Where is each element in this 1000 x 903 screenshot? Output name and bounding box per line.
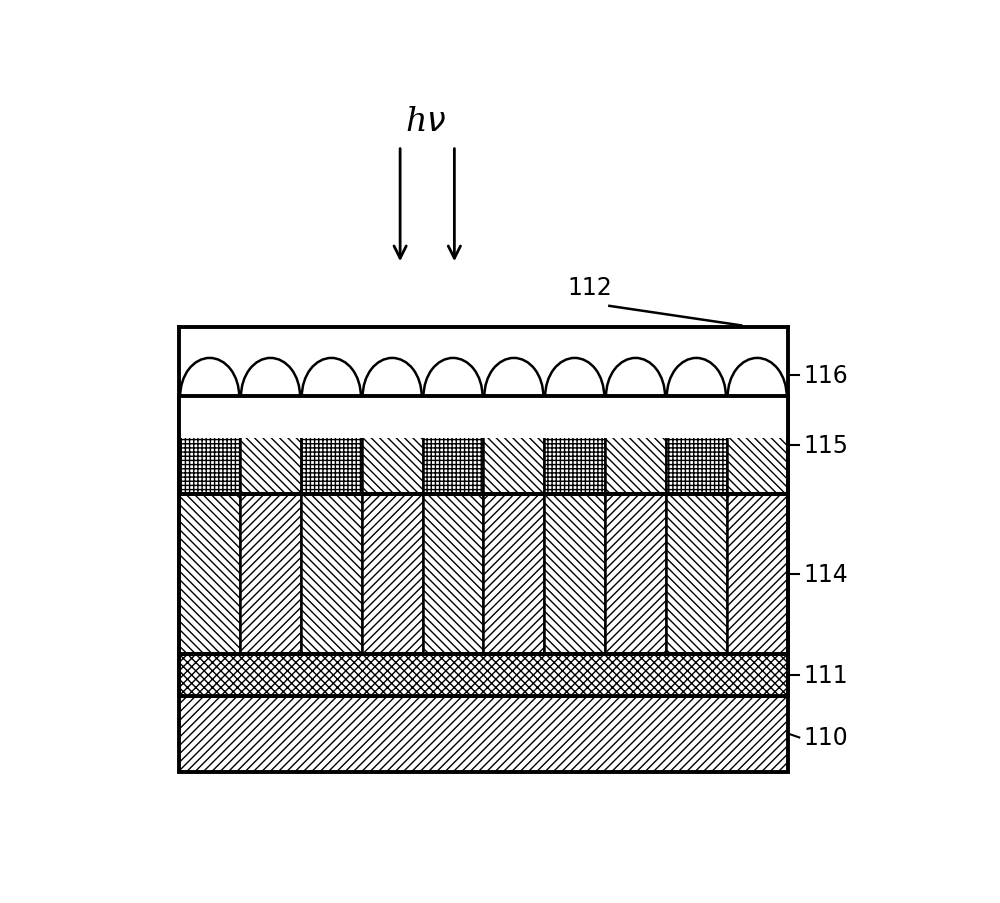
Bar bbox=[605, 494, 666, 654]
Bar bbox=[301, 397, 362, 439]
Ellipse shape bbox=[424, 358, 483, 435]
Ellipse shape bbox=[667, 358, 726, 435]
Ellipse shape bbox=[241, 358, 300, 435]
Ellipse shape bbox=[728, 358, 787, 435]
Bar bbox=[605, 397, 666, 439]
Text: 115: 115 bbox=[803, 433, 848, 458]
Bar bbox=[179, 397, 240, 439]
Bar bbox=[483, 494, 544, 654]
Bar bbox=[301, 494, 362, 654]
Bar bbox=[179, 397, 240, 494]
Bar bbox=[179, 397, 788, 494]
Bar bbox=[179, 696, 788, 772]
Bar bbox=[240, 397, 301, 494]
Ellipse shape bbox=[180, 358, 239, 435]
Bar bbox=[483, 397, 544, 439]
Bar bbox=[544, 397, 605, 494]
Bar bbox=[727, 397, 788, 439]
Text: 110: 110 bbox=[803, 726, 848, 749]
Bar bbox=[179, 494, 240, 654]
Bar bbox=[483, 397, 544, 494]
Bar bbox=[179, 355, 788, 397]
Bar bbox=[362, 494, 423, 654]
Bar bbox=[605, 397, 666, 494]
Bar bbox=[179, 654, 788, 696]
Ellipse shape bbox=[302, 358, 361, 435]
Bar bbox=[362, 397, 423, 494]
Ellipse shape bbox=[606, 358, 665, 435]
Bar bbox=[666, 397, 727, 494]
Text: 111: 111 bbox=[803, 663, 848, 687]
Bar bbox=[362, 397, 423, 439]
Bar bbox=[179, 494, 788, 654]
Text: h$\nu$: h$\nu$ bbox=[405, 106, 446, 137]
Bar bbox=[423, 494, 483, 654]
Ellipse shape bbox=[545, 358, 604, 435]
Text: 116: 116 bbox=[803, 364, 848, 388]
Bar bbox=[727, 494, 788, 654]
Bar bbox=[544, 494, 605, 654]
Bar bbox=[666, 494, 727, 654]
Bar bbox=[423, 397, 483, 494]
Bar bbox=[423, 397, 483, 439]
Bar bbox=[666, 397, 727, 439]
Bar bbox=[727, 397, 788, 494]
Ellipse shape bbox=[484, 358, 543, 435]
Bar bbox=[544, 397, 605, 439]
Text: 114: 114 bbox=[803, 563, 848, 586]
Ellipse shape bbox=[363, 358, 422, 435]
Bar bbox=[301, 397, 362, 494]
Bar bbox=[240, 494, 301, 654]
Text: 112: 112 bbox=[568, 275, 612, 300]
Bar bbox=[240, 397, 301, 439]
